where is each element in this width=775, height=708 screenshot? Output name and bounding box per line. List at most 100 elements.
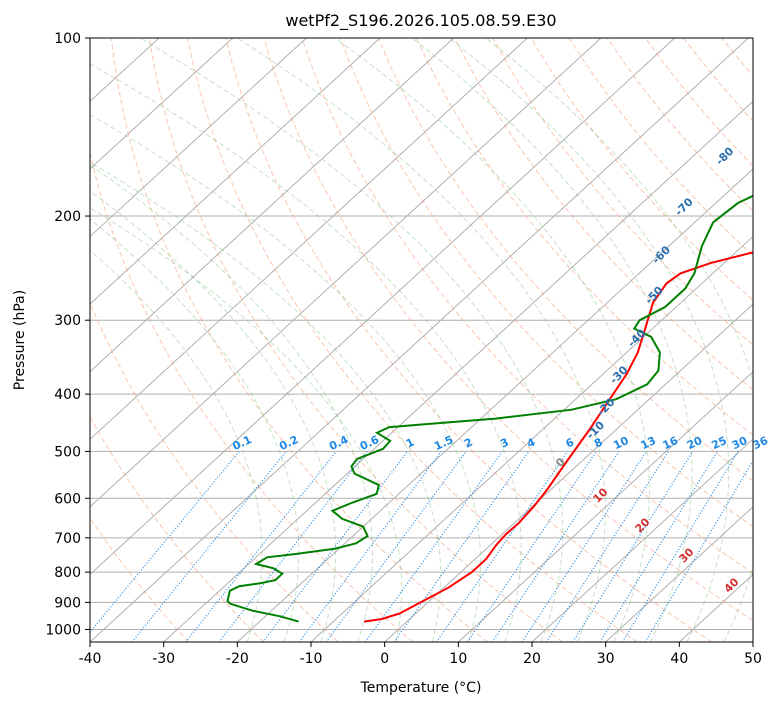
x-tick-label: -10 xyxy=(300,651,323,667)
isotherm-line xyxy=(90,38,676,576)
mixing-ratio-line xyxy=(572,451,694,642)
x-tick-label: 30 xyxy=(597,651,615,667)
y-tick-label: 100 xyxy=(54,31,81,47)
mixing-ratio-label: 1.5 xyxy=(432,433,455,453)
mixing-ratio-label: 10 xyxy=(611,434,631,452)
mixing-ratio-line xyxy=(325,451,467,642)
isotherm-line xyxy=(90,38,455,373)
isotherm-line xyxy=(678,573,753,642)
mixing-ratio-label: 16 xyxy=(661,434,681,452)
isotherm-line xyxy=(90,38,234,170)
dry-adiabat-line xyxy=(530,38,753,301)
dry-adiabat-line xyxy=(148,38,563,642)
y-tick-label: 200 xyxy=(54,209,81,225)
mixing-ratio-label: 25 xyxy=(710,434,729,452)
isotherm-line xyxy=(531,438,753,642)
x-tick-label: 50 xyxy=(744,651,762,667)
dry-adiabat-line xyxy=(225,38,712,642)
moist-adiabat-line xyxy=(90,207,403,642)
mixing-ratio-label: 0.1 xyxy=(231,433,254,453)
dry-adiabat-line xyxy=(568,38,753,257)
dry-adiabat-line xyxy=(90,415,264,642)
moist-adiabat-line xyxy=(90,249,263,642)
isotherm-line xyxy=(90,38,602,508)
dry-adiabat-line xyxy=(721,38,753,77)
moist-adiabat-line xyxy=(90,190,337,642)
dry-adiabat-label: -70 xyxy=(673,195,696,218)
chart-title: wetPf2_S196.2026.105.08.59.E30 xyxy=(285,11,556,31)
moist-adiabat-line xyxy=(411,38,693,642)
mixing-ratio-line xyxy=(644,459,753,642)
y-tick-label: 900 xyxy=(54,595,81,611)
y-axis-label: Pressure (hPa) xyxy=(12,290,28,390)
mixing-ratio-label: 13 xyxy=(639,434,658,452)
y-tick-label: 300 xyxy=(54,313,81,329)
y-tick-label: 700 xyxy=(54,531,81,547)
isotherm-line xyxy=(0,38,12,642)
y-tick-label: 1000 xyxy=(45,622,81,638)
mixing-ratio-line xyxy=(262,451,409,642)
dry-adiabat-line xyxy=(90,301,339,642)
x-tick-label: -30 xyxy=(152,651,175,667)
mixing-ratio-label: 0.2 xyxy=(277,433,300,453)
dry-adiabat-line xyxy=(90,150,414,642)
dry-adiabat-line xyxy=(454,38,753,391)
moist-adiabat-line xyxy=(237,38,606,642)
x-tick-label: 0 xyxy=(380,651,389,667)
isotherm-line xyxy=(90,38,307,238)
y-tick-label: 500 xyxy=(54,444,81,460)
moist-adiabat-line xyxy=(334,38,650,642)
dry-adiabat-line xyxy=(339,38,753,528)
x-tick-label: -20 xyxy=(226,651,249,667)
mixing-ratio-line xyxy=(435,451,569,642)
dry-adiabat-line xyxy=(760,38,775,642)
mixing-ratio-label: 6 xyxy=(564,435,577,450)
mixing-ratio-line xyxy=(521,451,647,642)
moist-adiabat-line xyxy=(485,38,753,642)
dewpoint-profile-line xyxy=(226,194,753,623)
mixing-ratio-label: 20 xyxy=(685,434,705,452)
dry-adiabat-line xyxy=(187,38,638,642)
series-lines xyxy=(226,194,753,623)
isotherm-line xyxy=(605,506,753,642)
mixing-ratio-line xyxy=(90,451,240,634)
mixing-ratio-label: 2 xyxy=(462,436,474,451)
moist-adiabat-line xyxy=(90,164,373,642)
mixing-ratio-line xyxy=(298,451,442,642)
y-tick-label: 400 xyxy=(54,387,81,403)
dry-adiabat-line xyxy=(416,38,753,436)
mixing-ratio-line xyxy=(599,451,718,642)
mixing-ratio-line xyxy=(131,451,287,642)
temperature-profile-line xyxy=(363,251,753,623)
mixing-ratio-line xyxy=(364,451,503,642)
background-lines xyxy=(0,38,775,642)
mixing-ratio-line xyxy=(218,451,368,642)
mixing-ratio-line xyxy=(621,451,739,642)
isotherm-line xyxy=(384,303,753,642)
dry-adiabat-label: -80 xyxy=(713,144,736,167)
y-tick-label: 800 xyxy=(54,565,81,581)
isoline-labels: -100-90-80-70-60-50-40-30-20-100.10.20.4… xyxy=(231,144,771,595)
moist-adiabat-line xyxy=(90,218,300,642)
mixing-ratio-label: 8 xyxy=(592,436,604,451)
isotherm-line xyxy=(752,641,753,642)
mixing-ratio-label: 4 xyxy=(525,435,538,450)
moist-adiabat-label: 30 xyxy=(677,545,697,565)
moist-adiabat-line xyxy=(139,38,564,642)
y-tick-label: 600 xyxy=(54,491,81,507)
isotherm-line xyxy=(310,235,753,642)
moist-adiabat-label: 40 xyxy=(722,575,742,595)
x-tick-label: -40 xyxy=(79,651,102,667)
dry-adiabat-label: -50 xyxy=(643,284,666,307)
mixing-ratio-label: 30 xyxy=(730,434,750,452)
mixing-ratio-line xyxy=(491,451,620,642)
mixing-ratio-label: 1 xyxy=(404,436,416,451)
moist-adiabat-line xyxy=(90,114,482,642)
dry-adiabat-line xyxy=(301,38,753,574)
moist-adiabat-line xyxy=(448,38,730,642)
mixing-ratio-line xyxy=(467,451,597,642)
isotherm-line xyxy=(163,100,753,642)
moist-adiabat-label: 20 xyxy=(633,515,653,535)
plot-frame xyxy=(89,37,754,643)
